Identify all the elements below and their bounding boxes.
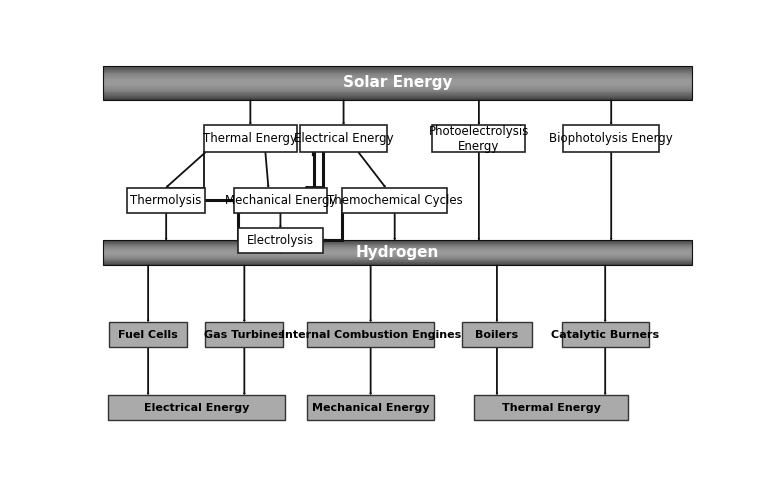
Bar [103, 78, 692, 79]
Bar [204, 125, 297, 153]
Text: Themochemical Cycles: Themochemical Cycles [327, 194, 462, 207]
Bar [103, 250, 692, 251]
Bar [103, 67, 692, 68]
Bar [238, 228, 323, 253]
Bar [103, 87, 692, 88]
Bar [103, 68, 692, 69]
Bar [103, 98, 692, 99]
Bar [307, 322, 434, 347]
Bar [307, 395, 434, 420]
Bar [563, 125, 660, 153]
Bar [103, 248, 692, 249]
Bar [103, 92, 692, 93]
Text: Thermal Energy: Thermal Energy [501, 403, 601, 413]
Bar [103, 263, 692, 264]
Bar [103, 94, 692, 95]
Bar [103, 255, 692, 256]
Bar [103, 91, 692, 92]
Bar [103, 80, 692, 81]
Bar [103, 76, 692, 77]
Bar [103, 245, 692, 246]
Bar [103, 260, 692, 261]
Text: Fuel Cells: Fuel Cells [118, 330, 178, 340]
Bar [103, 79, 692, 80]
Bar [103, 252, 692, 253]
Bar [103, 88, 692, 89]
Bar [103, 259, 692, 260]
Bar [103, 74, 692, 75]
Text: Electrolysis: Electrolysis [247, 234, 314, 247]
Bar [103, 84, 692, 85]
Bar [103, 97, 692, 98]
Text: Electrical Energy: Electrical Energy [144, 403, 249, 413]
Bar [103, 241, 692, 242]
Bar [109, 322, 187, 347]
Bar [103, 241, 692, 265]
Bar [103, 69, 692, 70]
Text: Hydrogen: Hydrogen [356, 246, 439, 260]
Bar [103, 249, 692, 250]
Bar [103, 254, 692, 255]
Bar [103, 77, 692, 78]
Bar [103, 253, 692, 254]
Text: Boilers: Boilers [476, 330, 518, 340]
Bar [108, 395, 285, 420]
Bar [103, 99, 692, 100]
Bar [103, 242, 692, 243]
Bar [342, 188, 447, 213]
Bar [103, 82, 692, 83]
Bar [103, 83, 692, 84]
Bar [474, 395, 628, 420]
Text: Thermal Energy: Thermal Energy [203, 132, 297, 145]
Bar [103, 244, 692, 245]
Bar [103, 72, 692, 73]
Bar [234, 188, 327, 213]
Bar [103, 70, 692, 71]
Bar [300, 125, 387, 153]
Text: Solar Energy: Solar Energy [343, 75, 452, 90]
Bar [103, 257, 692, 258]
Bar [103, 85, 692, 86]
Bar [562, 322, 649, 347]
Bar [103, 247, 692, 248]
Bar [103, 243, 692, 244]
Bar [103, 95, 692, 96]
Bar [103, 261, 692, 262]
Text: Mechanical Energy: Mechanical Energy [312, 403, 429, 413]
Bar [103, 246, 692, 247]
Text: Mechanical Energy: Mechanical Energy [225, 194, 336, 207]
Bar [103, 258, 692, 259]
Bar [462, 322, 532, 347]
Bar [103, 66, 692, 67]
Bar [103, 256, 692, 257]
Bar [103, 75, 692, 76]
Bar [103, 264, 692, 265]
Text: Photoelectrolysis
Energy: Photoelectrolysis Energy [428, 125, 529, 153]
Bar [432, 125, 525, 153]
Bar [103, 86, 692, 87]
Bar [103, 73, 692, 74]
Bar [103, 251, 692, 252]
Text: Biophotolysis Energy: Biophotolysis Energy [549, 132, 673, 145]
Bar [103, 71, 692, 72]
Bar [127, 188, 205, 213]
Bar [103, 66, 692, 100]
Text: Internal Combustion Engines: Internal Combustion Engines [280, 330, 461, 340]
Text: Gas Turbines: Gas Turbines [204, 330, 285, 340]
Text: Electrical Energy: Electrical Energy [294, 132, 393, 145]
Text: Thermolysis: Thermolysis [130, 194, 202, 207]
Text: Catalytic Burners: Catalytic Burners [551, 330, 660, 340]
Bar [205, 322, 283, 347]
Bar [103, 81, 692, 82]
Bar [103, 90, 692, 91]
Bar [103, 93, 692, 94]
Bar [103, 96, 692, 97]
Bar [103, 262, 692, 263]
Bar [103, 89, 692, 90]
